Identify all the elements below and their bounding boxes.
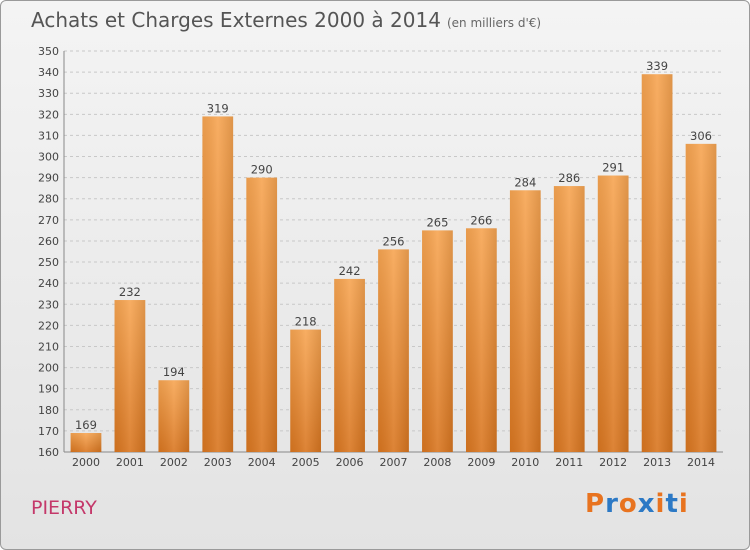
data-label: 256 (383, 234, 405, 248)
bar-shade (422, 230, 453, 452)
x-tick-label: 2008 (423, 456, 451, 469)
chart-unit: (en milliers d'€) (446, 16, 542, 30)
logo-letter: x (637, 489, 656, 519)
data-label: 306 (690, 129, 712, 143)
y-tick-label: 350 (38, 45, 59, 58)
bar-shade (334, 278, 365, 452)
y-tick-label: 280 (38, 193, 59, 206)
data-label: 232 (119, 285, 141, 299)
bar-shade (641, 74, 673, 452)
logo-letter: r (605, 489, 619, 519)
bar-shade (158, 380, 190, 452)
x-tick-label: 2002 (160, 456, 188, 469)
y-tick-label: 180 (38, 404, 59, 417)
logo-letter: o (618, 489, 638, 519)
y-tick-label: 310 (38, 129, 59, 142)
y-tick-label: 240 (38, 277, 59, 290)
x-tick-label: 2010 (511, 456, 539, 469)
x-tick-label: 2006 (336, 456, 364, 469)
data-label: 339 (646, 59, 668, 73)
x-tick-label: 2004 (248, 456, 276, 469)
y-tick-label: 190 (38, 383, 59, 396)
x-tick-label: 2013 (643, 456, 671, 469)
y-tick-label: 170 (38, 425, 59, 438)
bar-shade (378, 249, 409, 452)
y-tick-label: 300 (38, 151, 59, 164)
data-label: 286 (558, 171, 580, 185)
data-label: 218 (295, 315, 317, 329)
x-tick-label: 2009 (467, 456, 495, 469)
proxiti-logo: Proxiti (585, 489, 689, 519)
data-label: 194 (163, 365, 185, 379)
data-label: 265 (426, 215, 448, 229)
y-tick-label: 160 (38, 446, 59, 459)
bar-shade (114, 300, 146, 452)
data-label: 284 (514, 175, 536, 189)
y-tick-label: 210 (38, 340, 59, 353)
data-label: 169 (75, 418, 97, 432)
y-tick-label: 330 (38, 87, 59, 100)
y-tick-label: 320 (38, 108, 59, 121)
bar-shade (246, 177, 278, 452)
chart-title: Achats et Charges Externes 2000 à 2014 (e… (31, 8, 541, 32)
x-tick-label: 2011 (555, 456, 583, 469)
data-label: 242 (339, 264, 361, 278)
logo-letter: P (585, 489, 606, 519)
x-tick-label: 2005 (292, 456, 320, 469)
data-label: 290 (251, 163, 273, 177)
data-label: 319 (207, 101, 229, 115)
y-tick-label: 220 (38, 319, 59, 332)
y-tick-label: 260 (38, 235, 59, 248)
bar-shade (202, 116, 234, 452)
y-tick-label: 270 (38, 214, 59, 227)
y-tick-label: 200 (38, 362, 59, 375)
logo-letter: i (655, 489, 666, 519)
bar-shade (465, 228, 497, 452)
x-tick-label: 2012 (599, 456, 627, 469)
x-tick-label: 2003 (204, 456, 232, 469)
logo-letter: i (678, 489, 689, 519)
bar-shade (553, 186, 585, 453)
y-tick-label: 230 (38, 298, 59, 311)
x-tick-label: 2014 (687, 456, 715, 469)
chart-title-text: Achats et Charges Externes 2000 à 2014 (31, 8, 441, 32)
bar-shade (290, 329, 322, 452)
x-tick-label: 2000 (72, 456, 100, 469)
y-tick-label: 250 (38, 256, 59, 269)
logo-letter: t (665, 489, 679, 519)
commune-name: PIERRY (31, 497, 97, 519)
y-tick-label: 340 (38, 66, 59, 79)
x-tick-label: 2007 (380, 456, 408, 469)
x-tick-label: 2001 (116, 456, 144, 469)
y-tick-label: 290 (38, 172, 59, 185)
bar-shade (70, 433, 102, 452)
bar-shade (509, 190, 541, 452)
data-label: 266 (470, 213, 492, 227)
data-label: 291 (602, 161, 624, 175)
bar-shade (685, 143, 717, 452)
bar-shade (597, 175, 629, 452)
